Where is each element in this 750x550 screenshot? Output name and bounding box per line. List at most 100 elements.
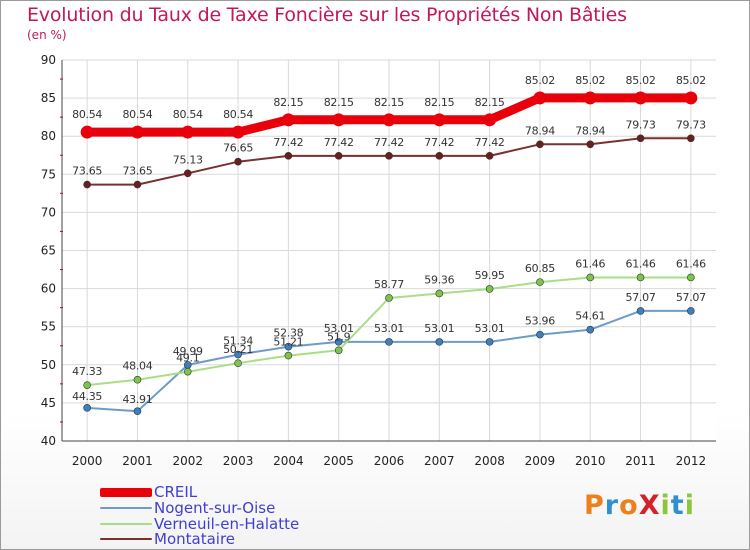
- x-tick-label: 2009: [525, 454, 556, 468]
- data-point: [485, 285, 494, 293]
- legend-swatch-verneuil-en-halatte: [100, 523, 152, 525]
- data-point: [636, 134, 645, 143]
- x-tick-label: 2010: [575, 454, 606, 468]
- data-label: 79.73: [626, 118, 656, 131]
- data-label: 49.99: [173, 345, 203, 358]
- proxiti-logo: ProXiti: [584, 490, 695, 521]
- data-label: 82.15: [475, 96, 505, 109]
- data-label: 57.07: [626, 291, 656, 304]
- data-label: 73.65: [122, 165, 152, 178]
- data-label: 78.94: [575, 124, 605, 137]
- data-point: [284, 152, 293, 160]
- data-label: 75.13: [173, 153, 203, 166]
- data-label: 47.33: [72, 365, 102, 378]
- data-point: [586, 273, 595, 282]
- data-label: 51.9: [327, 330, 351, 343]
- data-point: [435, 338, 444, 346]
- y-tick-label: 50: [41, 358, 56, 372]
- x-tick-label: 2003: [223, 454, 254, 468]
- data-point: [80, 125, 94, 139]
- data-point: [334, 152, 343, 160]
- data-label: 85.02: [626, 74, 656, 87]
- data-point: [586, 325, 595, 334]
- data-label: 51.34: [223, 335, 253, 348]
- data-point: [133, 375, 142, 384]
- data-point: [634, 91, 648, 105]
- data-point: [284, 351, 293, 360]
- data-point: [332, 113, 346, 127]
- data-label: 44.35: [72, 390, 102, 403]
- data-point: [435, 152, 444, 160]
- data-point: [483, 113, 497, 127]
- data-label: 53.01: [424, 322, 454, 335]
- x-tick-label: 2000: [72, 454, 103, 468]
- legend-item-creil: CREIL: [100, 483, 197, 501]
- data-label: 54.61: [575, 310, 605, 323]
- data-label: 49.1: [176, 352, 199, 365]
- data-point: [485, 152, 494, 160]
- y-tick-label: 80: [41, 129, 56, 143]
- data-point: [586, 140, 595, 149]
- data-label: 79.73: [676, 118, 706, 131]
- data-label: 53.96: [525, 315, 555, 328]
- data-point: [133, 180, 142, 189]
- data-point: [382, 113, 396, 127]
- data-label: 80.54: [72, 108, 102, 121]
- x-tick-label: 2006: [374, 454, 405, 468]
- data-label: 53.01: [324, 322, 354, 335]
- data-point: [334, 338, 343, 346]
- data-point: [334, 346, 343, 355]
- logo-letter: i: [684, 490, 695, 521]
- y-tick-label: 85: [41, 91, 56, 105]
- data-label: 61.46: [626, 257, 656, 270]
- data-point: [687, 307, 695, 315]
- legend-label-verneuil-en-halatte: Verneuil-en-Halatte: [154, 515, 300, 533]
- data-label: 77.42: [324, 136, 354, 149]
- data-point: [636, 273, 645, 282]
- data-label: 60.85: [525, 262, 555, 275]
- data-label: 57.07: [676, 291, 706, 304]
- legend-swatch-montataire: [100, 538, 152, 540]
- data-point: [234, 157, 242, 166]
- legend-swatch-creil: [100, 487, 152, 497]
- data-label: 50.21: [223, 343, 253, 356]
- data-label: 77.42: [273, 136, 303, 149]
- data-point: [234, 350, 242, 359]
- x-tick-label: 2002: [172, 454, 203, 468]
- data-label: 76.65: [223, 142, 253, 155]
- data-point: [130, 125, 144, 139]
- logo-letter: r: [604, 490, 620, 521]
- data-point: [583, 91, 597, 105]
- data-label: 77.42: [475, 136, 505, 149]
- data-label: 80.54: [223, 108, 253, 121]
- x-tick-label: 2005: [323, 454, 354, 468]
- y-tick-label: 40: [41, 434, 56, 448]
- legend-label-montataire: Montataire: [154, 530, 236, 548]
- legend-item-nogent-sur-oise: Nogent-sur-Oise: [100, 499, 276, 517]
- legend-label-nogent-sur-oise: Nogent-sur-Oise: [154, 499, 276, 517]
- data-point: [231, 125, 245, 139]
- data-label: 77.42: [374, 136, 404, 149]
- chart-title: Evolution du Taux de Taxe Foncière sur l…: [27, 4, 627, 26]
- data-label: 73.65: [72, 165, 102, 178]
- data-point: [536, 330, 544, 339]
- data-point: [533, 91, 547, 105]
- data-label: 85.02: [525, 74, 555, 87]
- data-point: [183, 169, 192, 178]
- data-point: [385, 294, 393, 302]
- data-point: [83, 180, 91, 189]
- logo-letter: o: [619, 490, 639, 521]
- y-tick-label: 65: [41, 244, 56, 258]
- x-tick-label: 2007: [424, 454, 455, 468]
- data-point: [133, 407, 142, 416]
- data-point: [183, 367, 192, 376]
- data-label: 53.01: [475, 322, 505, 335]
- data-label: 61.46: [575, 257, 605, 270]
- data-label: 43.91: [122, 393, 152, 406]
- x-tick-label: 2001: [122, 454, 153, 468]
- data-point: [284, 342, 293, 351]
- data-label: 78.94: [525, 124, 555, 137]
- data-label: 61.46: [676, 257, 706, 270]
- data-label: 85.02: [676, 74, 706, 87]
